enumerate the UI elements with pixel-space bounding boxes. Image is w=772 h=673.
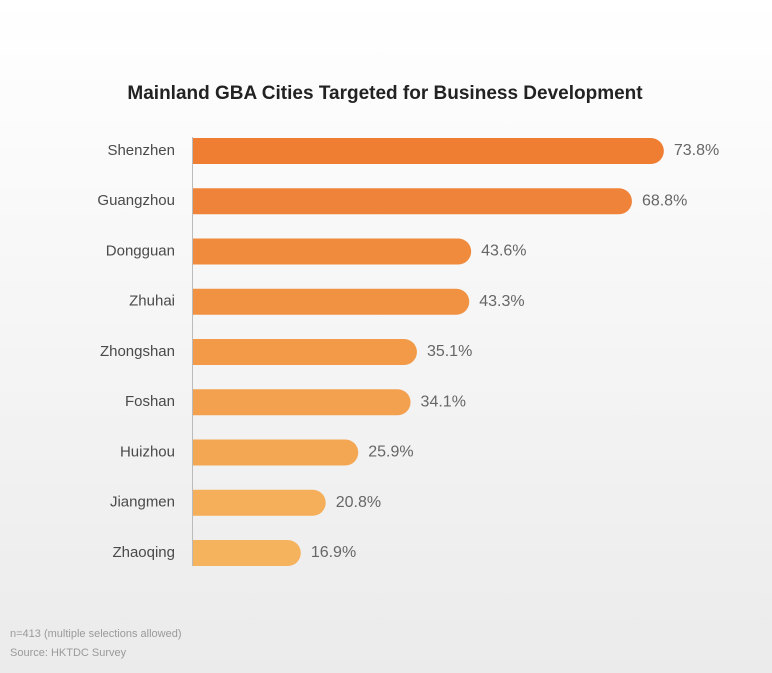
value-label: 34.1% <box>421 393 466 410</box>
category-label: Dongguan <box>106 242 175 259</box>
bar <box>193 138 664 164</box>
value-label: 20.8% <box>336 494 381 511</box>
category-label: Jiangmen <box>110 494 175 511</box>
category-label: Shenzhen <box>107 142 175 159</box>
bar <box>193 339 417 365</box>
value-label: 68.8% <box>642 192 687 209</box>
category-label: Foshan <box>125 393 175 410</box>
value-label: 43.6% <box>481 243 526 260</box>
category-label: Zhongshan <box>100 343 175 360</box>
category-label: Guangzhou <box>97 192 175 209</box>
value-label: 25.9% <box>368 444 413 461</box>
value-label: 16.9% <box>311 544 356 561</box>
value-label: 35.1% <box>427 343 472 360</box>
category-label: Zhuhai <box>129 293 175 310</box>
note: n=413 (multiple selections allowed) <box>10 628 182 640</box>
bar <box>193 288 470 315</box>
bar <box>193 439 359 466</box>
bar <box>193 389 411 416</box>
value-label: 43.3% <box>479 293 524 310</box>
category-label: Huizhou <box>120 443 175 460</box>
bar <box>193 238 472 265</box>
source: Source: HKTDC Survey <box>10 647 127 659</box>
chart-title: Mainland GBA Cities Targeted for Busines… <box>127 83 643 104</box>
bar <box>193 188 632 215</box>
value-label: 73.8% <box>674 142 719 159</box>
bar <box>193 489 326 516</box>
category-label: Zhaoqing <box>112 544 175 561</box>
bar <box>193 540 301 566</box>
